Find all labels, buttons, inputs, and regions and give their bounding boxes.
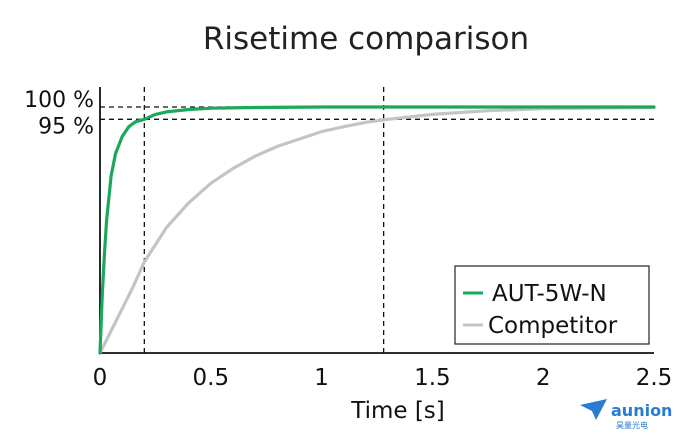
watermark-logo: aunion 昊量光电 [580, 399, 672, 430]
series-line-competitor [98, 105, 656, 355]
watermark-brand: aunion [611, 401, 672, 420]
x-axis-label: Time [s] [350, 398, 445, 424]
y-tick-label-100: 100 % [24, 88, 94, 113]
y-tick-labels: 100 %95 % [24, 88, 94, 139]
x-tick-label-2-5: 2.5 [636, 365, 673, 391]
paper-plane-icon [580, 399, 607, 420]
watermark-sub: 昊量光电 [616, 420, 648, 430]
x-tick-label-2: 2 [536, 365, 551, 391]
legend-label-competitor: Competitor [488, 313, 618, 339]
y-tick-label-95: 95 % [38, 114, 94, 139]
legend-label-aut-5w-n: AUT-5W-N [492, 281, 607, 307]
x-tick-label-0-5: 0.5 [193, 365, 230, 391]
x-tick-label-1-5: 1.5 [414, 365, 451, 391]
chart-title: Risetime comparison [203, 21, 529, 57]
legend: AUT-5W-N Competitor [454, 265, 650, 345]
legend-box [454, 265, 650, 345]
axes [99, 87, 654, 354]
x-tick-label-1: 1 [314, 365, 329, 391]
x-tick-label-0: 0 [93, 365, 108, 391]
x-tick-labels: 0 0.5 1 1.5 2 2.5 [93, 365, 673, 391]
series-line-aut-5w-n [98, 105, 656, 355]
series-lines [98, 105, 656, 355]
